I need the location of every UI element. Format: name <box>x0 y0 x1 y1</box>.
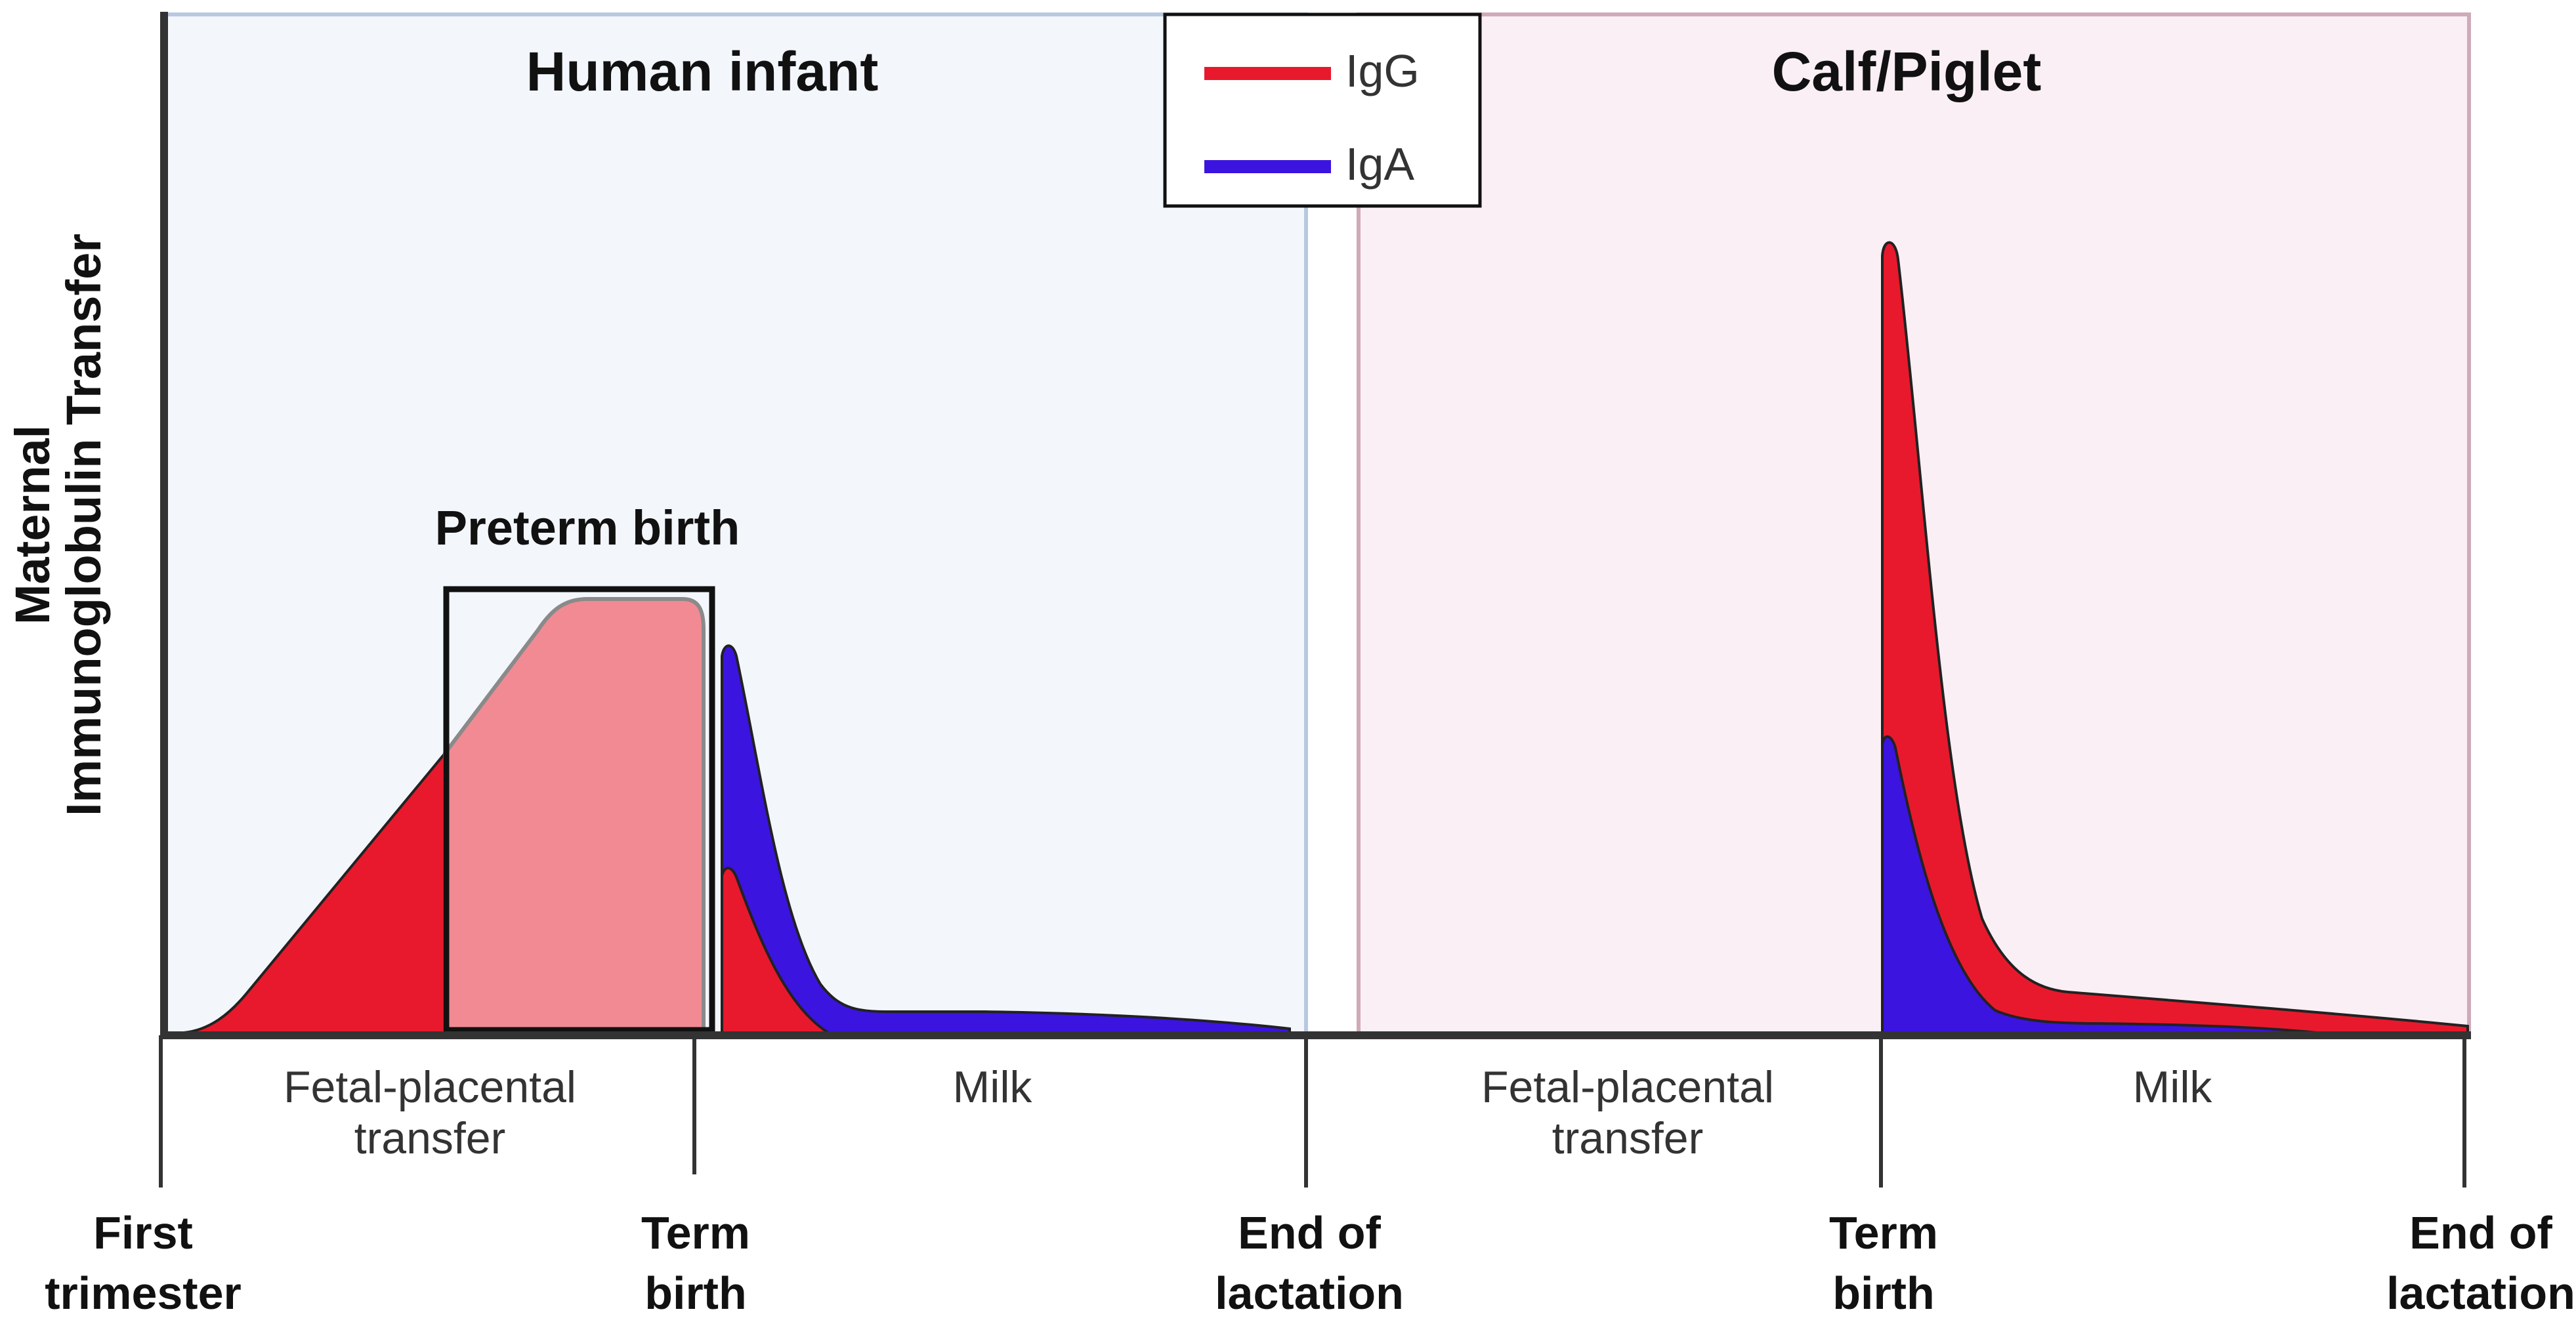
human-fetal-igg-area <box>183 749 446 1034</box>
timeline-human-term-birth-line1: Term <box>641 1207 750 1258</box>
human-phase-fetal-line1: Fetal-placental <box>284 1062 576 1112</box>
y-axis-label-line2: Immunoglobulin Transfer <box>56 234 111 816</box>
legend-box <box>1163 12 1482 208</box>
legend: IgG IgA <box>1163 12 1482 208</box>
animal-phase-fetal-line1: Fetal-placental <box>1481 1062 1774 1112</box>
timeline-ticks <box>159 1035 2466 1188</box>
timeline-first-trimester-line1: First <box>93 1207 193 1258</box>
human-preterm-igg-area <box>443 597 706 1035</box>
animal-phase-fetal-line2: transfer <box>1552 1113 1704 1163</box>
timeline-human-end-lactation-line2: lactation <box>1215 1268 1404 1319</box>
human-milk-igg-area <box>721 867 833 1034</box>
timeline-animal-end-lactation-line1: End of <box>2409 1207 2552 1258</box>
animal-phase-milk: Milk <box>2133 1062 2213 1112</box>
human-phase-milk: Milk <box>953 1062 1033 1112</box>
animal-panel-title: Calf/Piglet <box>1772 41 2042 102</box>
timeline-human-term-birth-line2: birth <box>644 1268 747 1319</box>
preterm-birth-label: Preterm birth <box>435 501 740 555</box>
human-panel-title: Human infant <box>526 41 879 102</box>
timeline-human-end-lactation-line1: End of <box>1238 1207 1381 1258</box>
preterm-birth-box <box>443 586 715 1033</box>
animal-milk-iga-area <box>1881 735 2317 1034</box>
timeline-animal-end-lactation-line2: lactation <box>2386 1268 2575 1319</box>
timeline-first-trimester-line2: trimester <box>45 1268 242 1319</box>
y-axis-label: Maternal Immunoglobulin Transfer <box>5 234 111 816</box>
legend-iga-label: IgA <box>1345 138 1414 190</box>
timeline-animal-term-birth-line1: Term <box>1829 1207 1938 1258</box>
y-axis-label-line1: Maternal <box>5 425 60 625</box>
legend-igg-label: IgG <box>1345 45 1420 96</box>
human-phase-fetal-line2: transfer <box>354 1113 506 1163</box>
timeline-animal-term-birth-line2: birth <box>1832 1268 1935 1319</box>
